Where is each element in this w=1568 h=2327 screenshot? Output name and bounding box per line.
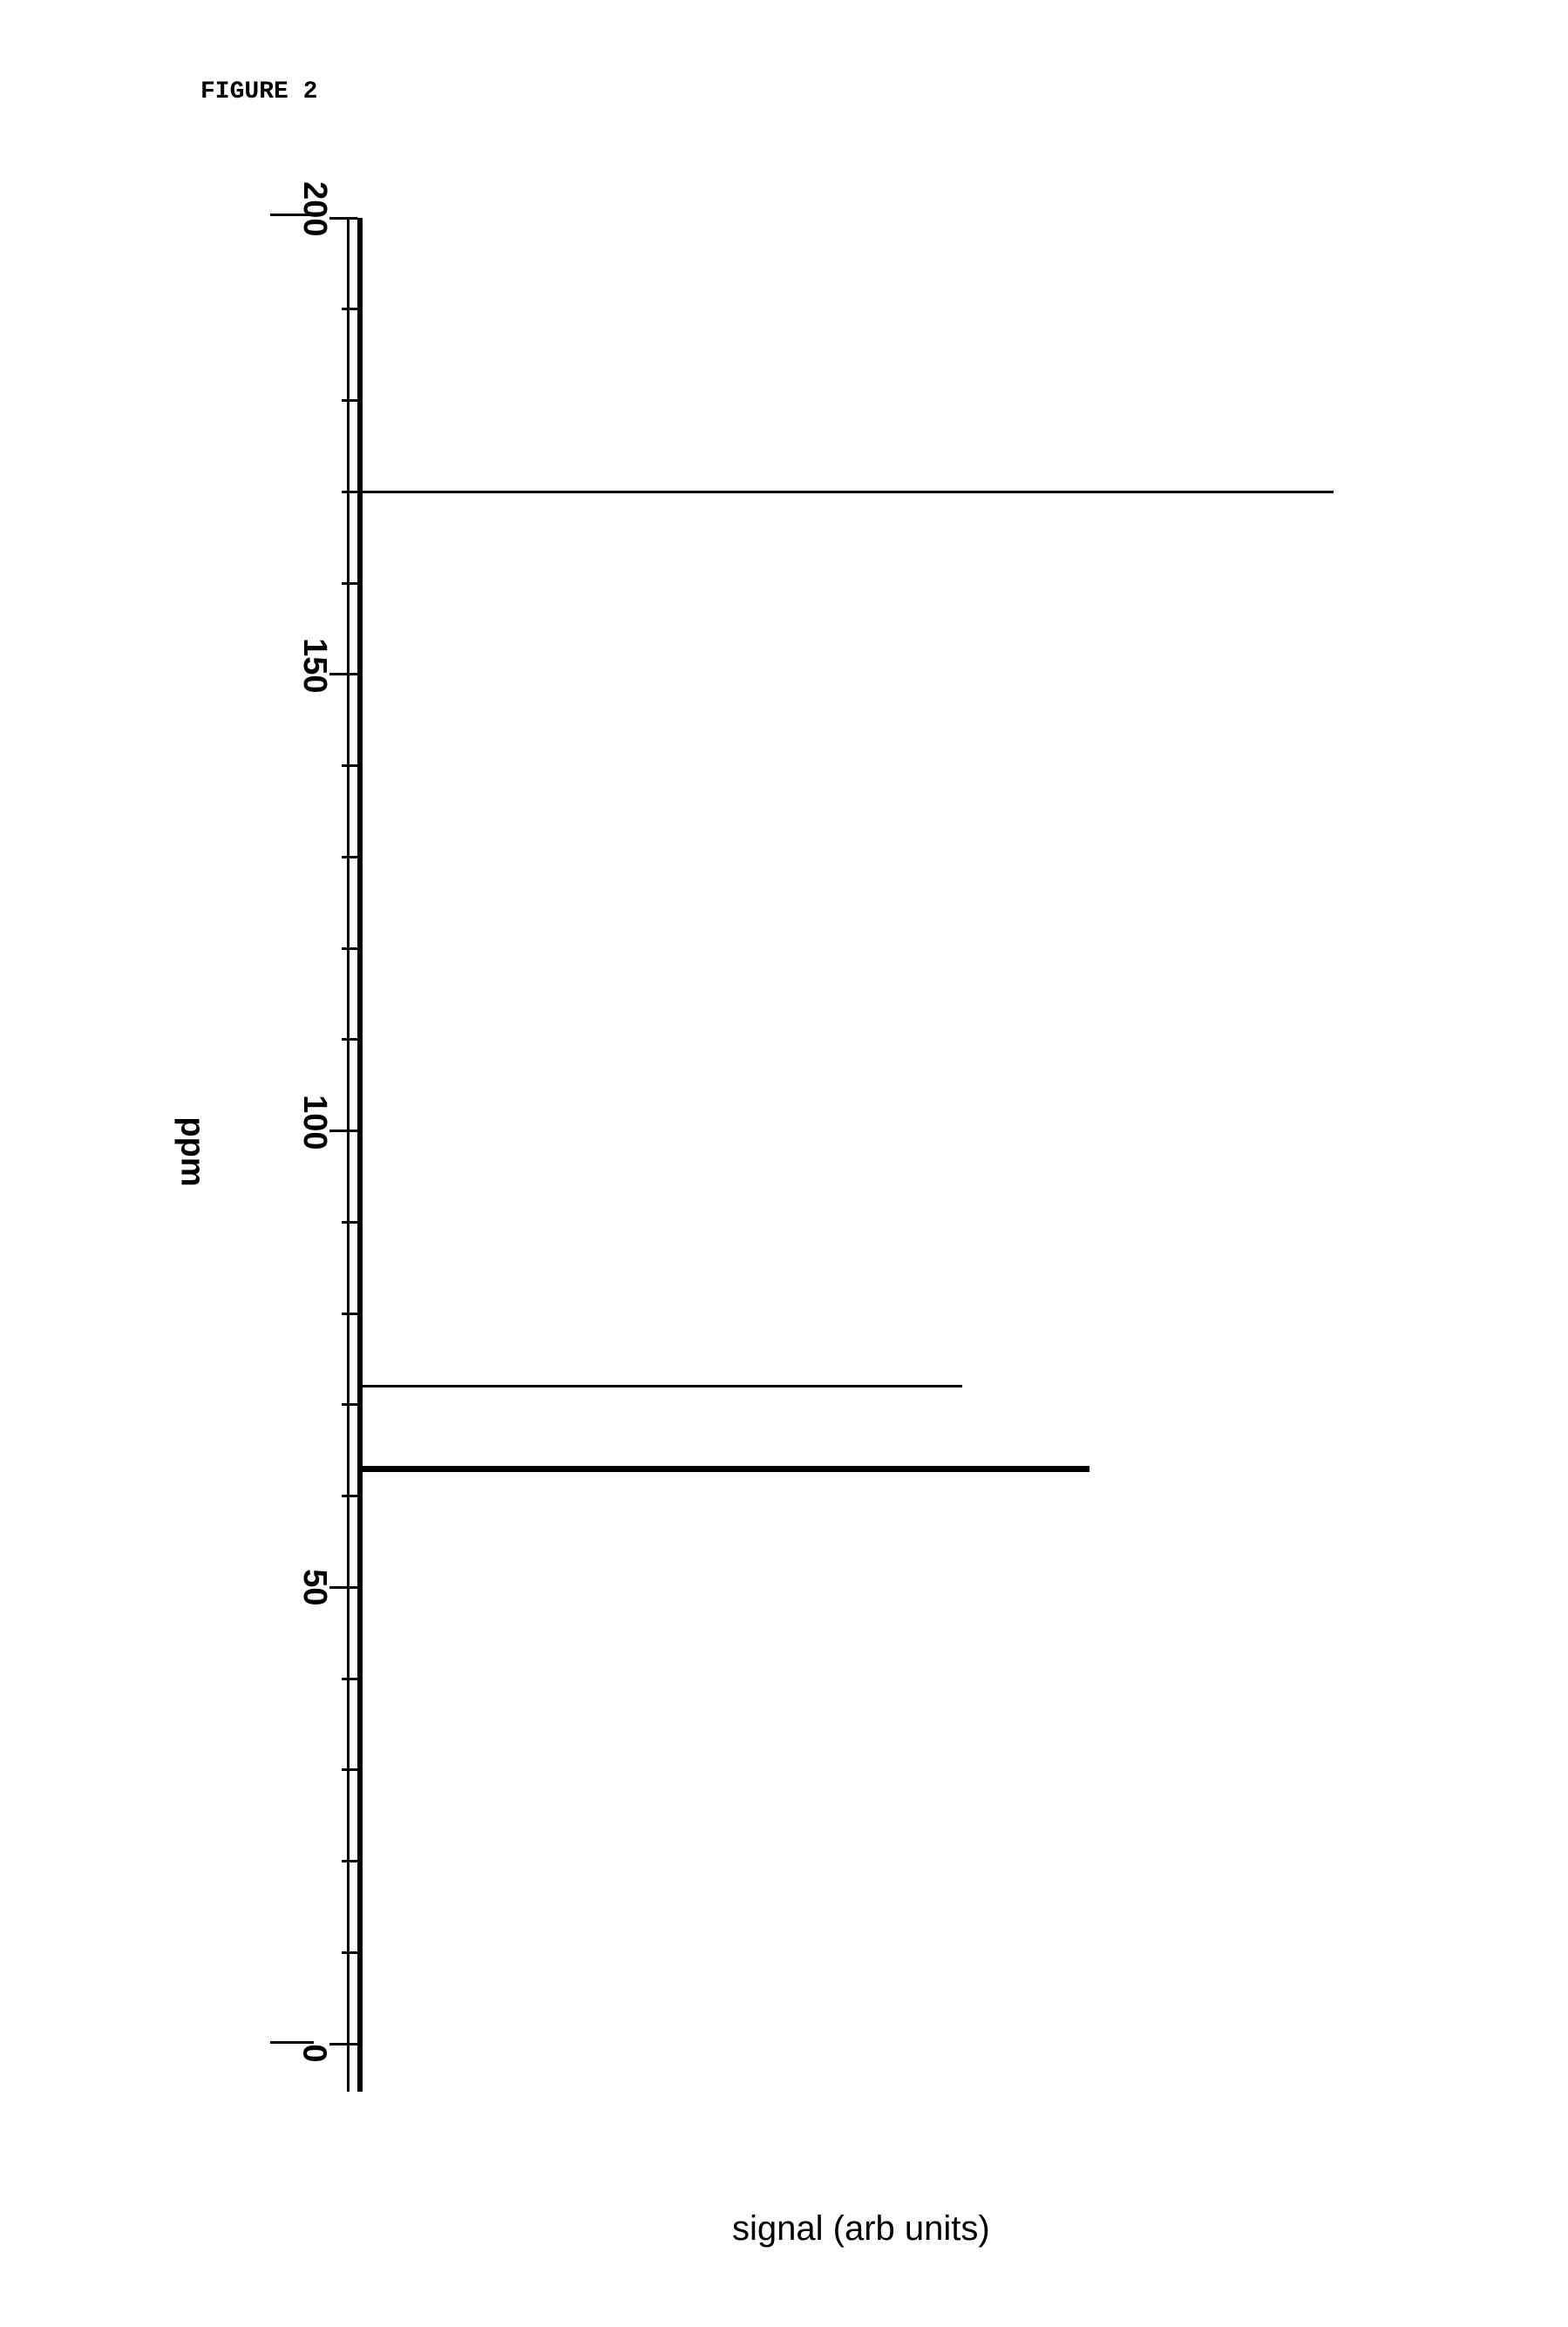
y-tick-label: 100 xyxy=(295,1095,333,1150)
peak-cap xyxy=(347,483,350,499)
y-tick-major xyxy=(329,1130,357,1132)
figure-title: FIGURE 2 xyxy=(200,78,317,105)
y-tick-label: 150 xyxy=(295,638,333,693)
y-tick-minor xyxy=(342,1221,357,1224)
y-tick-label: 200 xyxy=(295,181,333,236)
y-tick-major xyxy=(329,2043,357,2045)
spectrum-peak xyxy=(357,1385,962,1387)
y-tick-minor xyxy=(342,582,357,585)
y-axis-title: ppm xyxy=(173,1116,211,1186)
y-tick-major xyxy=(329,217,357,220)
peak-cap xyxy=(347,1378,350,1394)
y-tick-label: 0 xyxy=(295,2044,333,2062)
y-tick-minor xyxy=(342,399,357,402)
y-tick-minor xyxy=(342,764,357,767)
y-tick-minor xyxy=(342,1313,357,1315)
y-tick-minor xyxy=(342,947,357,950)
x-axis-title: signal (arb units) xyxy=(732,2209,990,2249)
y-axis: 200150100500 xyxy=(314,218,357,2044)
y-tick-minor xyxy=(342,1951,357,1954)
plot-area xyxy=(357,218,1334,2092)
spectrum-peak xyxy=(357,1466,1089,1472)
nmr-spectrum-chart: 200150100500 ppm signal (arb units) xyxy=(357,218,1386,2135)
y-tick-minor xyxy=(342,1768,357,1771)
y-tick-minor xyxy=(342,1860,357,1862)
y-tick-minor xyxy=(342,1403,357,1406)
y-tick-minor xyxy=(342,308,357,310)
y-tick-label: 50 xyxy=(295,1569,333,1605)
y-tick-minor xyxy=(342,1495,357,1497)
y-tick-major xyxy=(329,1586,357,1589)
baseline xyxy=(357,218,363,2092)
spectrum-peak xyxy=(357,491,1334,493)
y-tick-minor xyxy=(342,491,357,493)
y-tick-major xyxy=(329,673,357,675)
y-tick-minor xyxy=(342,1678,357,1680)
peak-cap xyxy=(347,1460,350,1476)
y-tick-minor xyxy=(342,1038,357,1041)
y-tick-minor xyxy=(342,856,357,858)
